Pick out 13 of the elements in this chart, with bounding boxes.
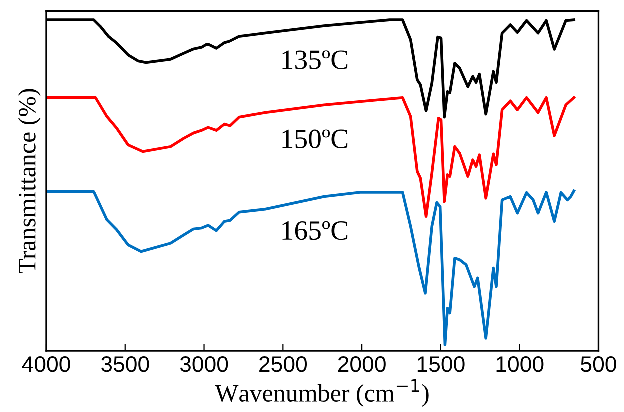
x-axis-title: Wavenumber (cm$^{−1}$) [215, 379, 429, 408]
x-tick-label: 500 [581, 356, 616, 372]
x-tick-label: 3500 [102, 356, 150, 372]
x-tick-label: 1500 [418, 356, 465, 372]
series-label: 165ºC [282, 221, 348, 240]
series-label: 150ºC [282, 130, 348, 148]
x-tick-label: 1000 [496, 356, 544, 372]
x-tick-label: 2000 [338, 356, 386, 372]
x-tick-label: 3000 [180, 356, 228, 372]
y-axis-title: Transmittance (%) [18, 89, 41, 274]
x-tick-label: 2500 [260, 356, 308, 372]
x-tick-label: 4000 [22, 356, 70, 372]
series-label: 135ºC [282, 50, 348, 70]
